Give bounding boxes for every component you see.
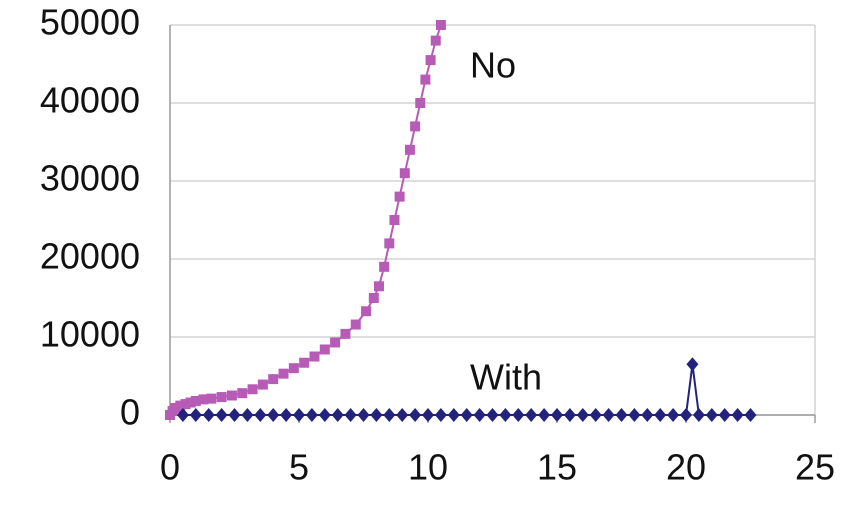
marker bbox=[718, 408, 731, 422]
marker bbox=[175, 400, 186, 411]
marker bbox=[538, 408, 551, 422]
marker bbox=[257, 379, 268, 390]
marker bbox=[435, 20, 446, 30]
marker bbox=[268, 374, 279, 385]
marker bbox=[254, 408, 267, 422]
marker bbox=[389, 215, 400, 225]
marker bbox=[486, 408, 499, 422]
marker bbox=[399, 168, 410, 179]
marker bbox=[189, 408, 202, 422]
marker bbox=[226, 390, 237, 401]
marker bbox=[731, 408, 744, 422]
marker bbox=[692, 408, 705, 422]
marker bbox=[319, 344, 330, 355]
marker bbox=[190, 395, 201, 406]
marker bbox=[447, 408, 460, 422]
marker bbox=[330, 337, 341, 348]
marker bbox=[180, 399, 191, 410]
marker bbox=[215, 408, 228, 422]
marker bbox=[318, 408, 331, 422]
marker bbox=[410, 121, 421, 132]
marker bbox=[394, 191, 405, 202]
x-tick-label: 5 bbox=[289, 447, 309, 488]
marker bbox=[216, 392, 227, 403]
marker bbox=[415, 98, 426, 108]
marker bbox=[384, 238, 395, 249]
x-tick-label: 15 bbox=[537, 447, 577, 488]
marker bbox=[654, 408, 667, 422]
marker bbox=[589, 408, 602, 422]
marker bbox=[430, 35, 441, 46]
marker bbox=[176, 408, 189, 422]
marker bbox=[368, 293, 379, 303]
marker bbox=[305, 408, 318, 422]
marker bbox=[396, 408, 409, 422]
marker bbox=[460, 408, 473, 422]
series-label: No bbox=[470, 45, 516, 86]
marker bbox=[241, 408, 254, 422]
marker bbox=[383, 408, 396, 422]
marker bbox=[379, 261, 390, 272]
series-line bbox=[169, 24, 442, 416]
y-tick-label: 40000 bbox=[40, 80, 140, 121]
marker bbox=[170, 402, 181, 413]
marker bbox=[404, 144, 415, 155]
marker bbox=[185, 397, 196, 408]
y-tick-label: 0 bbox=[120, 392, 140, 433]
y-tick-label: 30000 bbox=[40, 158, 140, 199]
marker bbox=[206, 393, 217, 404]
marker bbox=[267, 408, 280, 422]
marker bbox=[198, 394, 209, 405]
y-tick-label: 10000 bbox=[40, 314, 140, 355]
marker bbox=[299, 357, 310, 368]
marker bbox=[350, 319, 361, 330]
marker bbox=[228, 408, 241, 422]
marker bbox=[373, 281, 384, 292]
marker bbox=[628, 408, 641, 422]
series-label: With bbox=[470, 357, 542, 398]
marker bbox=[686, 357, 699, 372]
x-tick-label: 0 bbox=[160, 447, 180, 488]
marker bbox=[331, 408, 344, 422]
marker bbox=[680, 408, 692, 422]
x-tick-label: 20 bbox=[666, 447, 706, 488]
marker bbox=[340, 328, 351, 339]
series-line bbox=[182, 364, 751, 416]
y-tick-label: 50000 bbox=[40, 2, 140, 43]
marker bbox=[641, 408, 654, 422]
marker bbox=[280, 408, 293, 422]
y-tick-label: 20000 bbox=[40, 236, 140, 277]
marker bbox=[237, 388, 248, 399]
marker bbox=[434, 408, 447, 422]
marker bbox=[202, 408, 215, 422]
marker bbox=[409, 408, 422, 422]
x-tick-label: 25 bbox=[795, 447, 835, 488]
marker bbox=[425, 55, 436, 66]
marker bbox=[420, 74, 431, 85]
marker bbox=[667, 408, 680, 422]
marker bbox=[499, 408, 512, 422]
marker bbox=[357, 408, 370, 422]
marker bbox=[563, 408, 576, 422]
marker bbox=[512, 408, 525, 422]
marker bbox=[705, 408, 718, 422]
marker bbox=[288, 363, 299, 374]
x-tick-label: 10 bbox=[408, 447, 448, 488]
marker bbox=[309, 351, 320, 362]
marker bbox=[525, 408, 538, 422]
marker bbox=[602, 408, 615, 422]
marker bbox=[247, 384, 258, 395]
marker bbox=[551, 408, 563, 422]
marker bbox=[422, 408, 434, 422]
marker bbox=[293, 408, 305, 422]
marker bbox=[361, 306, 372, 317]
marker bbox=[344, 408, 357, 422]
marker bbox=[576, 408, 589, 422]
marker bbox=[744, 408, 757, 422]
marker bbox=[370, 408, 383, 422]
marker bbox=[615, 408, 628, 422]
marker bbox=[473, 408, 486, 422]
marker bbox=[278, 368, 289, 379]
